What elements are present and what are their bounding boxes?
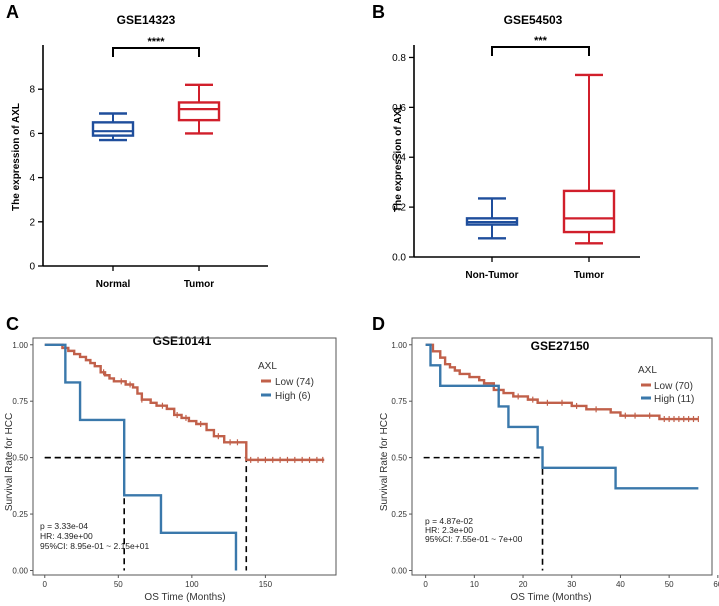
stat-hazard-ratio-d: HR: 2.3e+00 [425, 525, 473, 535]
x-axis-title-d: OS Time (Months) [510, 592, 591, 603]
y-tick-label-a: 6 [29, 129, 35, 140]
median-survival-line-c [44, 456, 125, 571]
x-tick-label-c: 150 [259, 580, 273, 589]
panel-c: C GSE10141 Survival Rate for HCC OS Time… [4, 314, 337, 603]
y-tick-label-d: 0.25 [391, 510, 407, 519]
legend-label-high-c: High (6) [275, 391, 311, 402]
panel-letter-a: A [6, 2, 19, 22]
y-tick-label-a: 0 [29, 262, 35, 273]
box-normal-a [91, 121, 135, 137]
plot-area-c: 0.00 0.25 0.50 0.75 1.00 0 50 100 150 [12, 337, 337, 589]
y-tick-label-c: 0.75 [12, 397, 28, 406]
x-tick-label-d: 50 [665, 580, 674, 589]
x-tick-label-d: 30 [567, 580, 576, 589]
y-tick-label-d: 1.00 [391, 341, 407, 350]
y-tick-label-a: 4 [29, 173, 35, 184]
y-tick-label-a: 2 [29, 217, 35, 228]
x-axis-title-c: OS Time (Months) [144, 592, 225, 603]
median-survival-line-c [44, 456, 248, 571]
x-category-label-a: Tumor [184, 279, 214, 290]
y-tick-label-b: 0.0 [392, 253, 406, 264]
stat-p-value-c: p = 3.33e-04 [40, 521, 88, 531]
y-axis-title-a: The expression of AXL [11, 103, 22, 211]
stat-hazard-ratio-c: HR: 4.39e+00 [40, 531, 93, 541]
y-tick-label-d: 0.75 [391, 397, 407, 406]
plot-area-d: 0.00 0.25 0.50 0.75 1.00 0 10 20 30 40 50 60 [391, 337, 719, 589]
plot-area-a: 0 2 4 6 8 Normal Tumor **** [29, 36, 268, 290]
significance-label-a: **** [147, 36, 165, 48]
box-tumor-b [562, 189, 616, 234]
y-axis-title-b: The expression of AXL [393, 104, 404, 212]
survival-curve-high-d [425, 343, 699, 490]
survival-curve-low-c [44, 343, 325, 462]
chart-title-d: GSE27150 [531, 339, 590, 353]
y-tick-label-a: 8 [29, 85, 35, 96]
significance-bracket-b [491, 46, 590, 56]
y-tick-label-c: 0.00 [12, 566, 28, 575]
legend-label-low-d: Low (70) [654, 381, 693, 392]
plot-border-c [32, 337, 337, 576]
plot-area-b: 0.0 0.2 0.4 0.6 0.8 Non-Tumor Tumor *** [392, 35, 640, 281]
legend-label-high-d: High (11) [654, 394, 694, 405]
significance-bracket-a [112, 47, 200, 57]
chart-title-a: GSE14323 [117, 13, 176, 27]
y-tick-label-c: 1.00 [12, 341, 28, 350]
x-category-label-b: Tumor [574, 270, 604, 281]
y-tick-label-c: 0.25 [12, 510, 28, 519]
y-tick-label-d: 0.50 [391, 454, 407, 463]
y-tick-label-d: 0.00 [391, 566, 407, 575]
y-tick-label-b: 0.6 [392, 103, 406, 114]
panel-letter-c: C [6, 314, 19, 334]
x-tick-label-c: 100 [185, 580, 199, 589]
x-category-label-a: Normal [96, 279, 131, 290]
chart-title-c: GSE10141 [153, 334, 212, 348]
legend-title-c: AXL [258, 361, 277, 372]
panel-b: B GSE54503 The expression of AXL 0.00.20… [372, 2, 640, 281]
box-tumor-a [177, 101, 221, 122]
stat-p-value-d: p = 4.87e-02 [425, 516, 473, 526]
y-tick-label-b: 0.8 [392, 53, 406, 64]
x-tick-label-d: 40 [616, 580, 625, 589]
x-tick-label-d: 20 [519, 580, 528, 589]
x-tick-label-d: 0 [423, 580, 428, 589]
panel-a: A GSE14323 The expression of AXL 0 2 4 6 8 No… [6, 2, 268, 290]
stat-confidence-interval-c: 95%CI: 8.95e-01 ~ 2.15e+01 [40, 541, 149, 551]
y-tick-label-b: 0.2 [392, 203, 406, 214]
median-survival-line-d [423, 456, 544, 571]
x-tick-label-c: 0 [43, 580, 48, 589]
panel-d: D GSE27150 Survival Rate for HCC OS Time… [372, 314, 719, 603]
y-axis-title-c: Survival Rate for HCC [4, 413, 15, 511]
survival-curve-high-c [44, 343, 238, 571]
x-tick-label-c: 50 [114, 580, 123, 589]
y-tick-label-c: 0.50 [12, 454, 28, 463]
significance-label-b: *** [534, 35, 548, 47]
x-tick-label-d: 10 [470, 580, 479, 589]
plot-border-d [411, 337, 713, 576]
x-tick-label-d: 60 [713, 580, 719, 589]
stat-confidence-interval-d: 95%CI: 7.55e-01 ~ 7e+00 [425, 534, 523, 544]
panel-letter-b: B [372, 2, 385, 22]
x-category-label-b: Non-Tumor [465, 270, 518, 281]
y-tick-label-b: 0.4 [392, 153, 406, 164]
chart-title-b: GSE54503 [504, 13, 563, 27]
legend-title-d: AXL [638, 365, 657, 376]
panel-letter-d: D [372, 314, 385, 334]
y-axis-title-d: Survival Rate for HCC [379, 413, 390, 511]
legend-label-low-c: Low (74) [275, 377, 314, 388]
